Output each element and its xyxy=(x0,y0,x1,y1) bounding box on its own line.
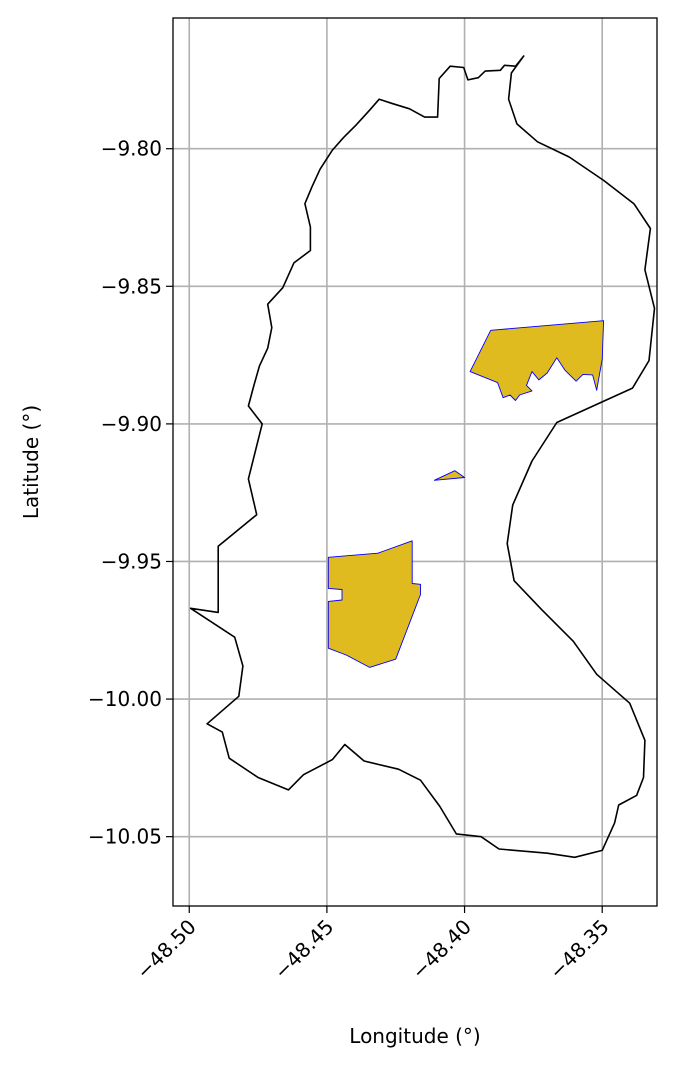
map-shapes xyxy=(189,55,656,859)
y-tick-label: −9.95 xyxy=(101,549,162,573)
grid-lines xyxy=(173,18,657,906)
region-boundary xyxy=(189,55,656,859)
y-tick-label: −9.85 xyxy=(101,274,162,298)
highlight-polygon-1 xyxy=(469,320,605,401)
y-tick-label: −10.05 xyxy=(88,825,162,849)
y-tick-label: −10.00 xyxy=(88,687,162,711)
highlight-polygon-2 xyxy=(433,470,466,481)
highlight-polygon-3 xyxy=(327,540,421,668)
y-tick-label: −9.80 xyxy=(101,137,162,161)
x-axis-label: Longitude (°) xyxy=(349,1024,480,1048)
y-tick-label: −9.90 xyxy=(101,412,162,436)
plot-frame xyxy=(172,17,658,907)
y-axis-label: Latitude (°) xyxy=(19,405,43,519)
